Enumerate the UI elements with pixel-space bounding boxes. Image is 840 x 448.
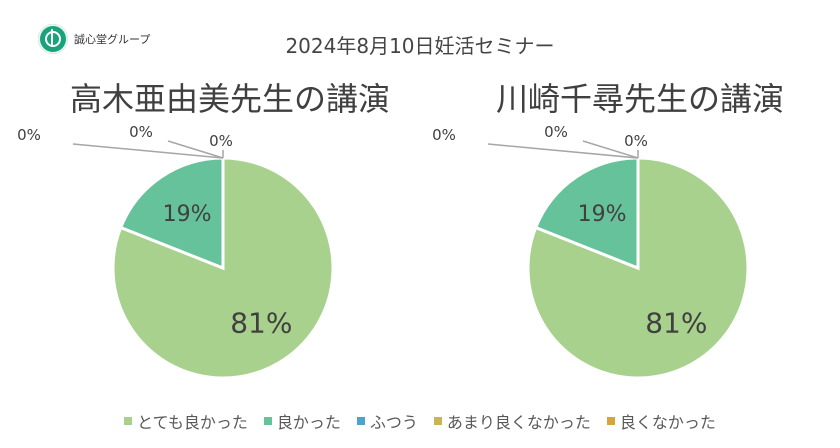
legend-swatch [433,417,442,425]
leader-line [72,143,224,159]
leader-line [167,140,224,159]
pie-slice [118,156,225,271]
data-label: 0% [544,123,568,141]
legend-item: とても良かった [124,409,248,433]
legend: とても良かった 良かった ふつう あまり良くなかった 良くなかった [0,409,840,433]
legend-swatch [606,417,615,425]
legend-swatch [356,417,365,425]
legend-item: 良かった [263,409,341,433]
legend-swatch [124,417,133,425]
data-label: 0% [17,126,41,144]
chart-title-right: 川崎千尋先生の講演 [495,80,784,118]
data-label: 0% [129,123,153,141]
legend-swatch [263,417,272,425]
logo-icon [38,24,68,54]
data-label: 81% [645,306,707,339]
legend-label: ふつう [369,413,418,432]
legend-label: とても良かった [137,413,248,432]
legend-item: ふつう [356,409,418,433]
data-label: 0% [209,132,233,150]
data-label: 19% [163,202,212,227]
legend-label: 良くなかった [619,413,716,432]
data-label: 0% [624,132,648,150]
pie-slice [533,156,640,271]
data-label: 81% [230,306,292,339]
legend-item: 良くなかった [606,409,716,433]
page-title: 2024年8月10日妊活セミナー [285,34,555,58]
legend-item: あまり良くなかった [433,409,591,433]
logo-text: 誠心堂グループ [74,33,151,46]
data-label: 19% [578,202,627,227]
chart-title-left: 高木亜由美先生の講演 [69,80,390,118]
legend-label: 良かった [276,413,341,432]
leader-line [487,143,639,159]
legend-label: あまり良くなかった [446,413,591,432]
leader-line [582,140,639,159]
logo: 誠心堂グループ [38,24,150,54]
data-label: 0% [432,126,456,144]
